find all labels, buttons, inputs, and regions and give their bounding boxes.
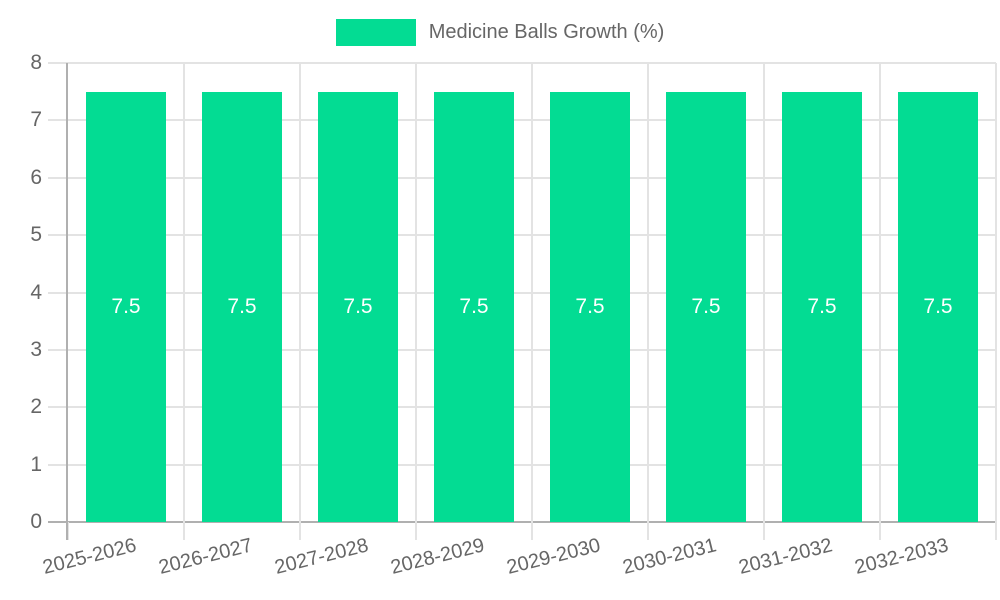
grid-line-horizontal — [48, 463, 996, 466]
y-axis-tick-label: 7 — [30, 108, 42, 132]
grid-line-vertical — [415, 63, 417, 522]
grid-line-vertical — [879, 63, 881, 522]
x-axis-tick — [299, 522, 301, 540]
y-axis-tick-label: 5 — [30, 223, 42, 247]
y-axis-line — [66, 63, 68, 540]
legend-item[interactable]: Medicine Balls Growth (%) — [0, 19, 1000, 46]
grid-line-horizontal — [48, 234, 996, 237]
y-axis-tick-label: 0 — [30, 510, 42, 533]
y-axis-tick-label: 8 — [30, 51, 42, 74]
grid-line-horizontal — [48, 62, 996, 64]
legend-swatch — [335, 19, 416, 46]
y-axis-tick-label: 3 — [30, 337, 42, 361]
grid-line-vertical — [763, 63, 765, 522]
grid-line-horizontal — [48, 119, 996, 122]
x-axis-tick — [67, 522, 69, 540]
bar[interactable] — [318, 91, 398, 522]
bar[interactable] — [86, 91, 166, 522]
bar[interactable] — [202, 91, 282, 522]
x-axis-tick — [531, 522, 533, 540]
bar-value-label: 7.5 — [343, 294, 373, 318]
grid-line-horizontal — [48, 291, 996, 294]
x-axis-tick — [879, 522, 881, 540]
bar[interactable] — [434, 91, 514, 522]
bar[interactable] — [666, 91, 746, 522]
bar-value-label: 7.5 — [111, 294, 141, 318]
grid-line-vertical — [647, 63, 649, 522]
grid-line-vertical — [995, 63, 997, 522]
x-axis-tick — [183, 522, 185, 540]
y-axis-tick-label: 6 — [30, 165, 42, 189]
x-axis-tick — [647, 522, 649, 540]
grid-line-horizontal — [48, 176, 996, 179]
x-axis-tick — [763, 522, 765, 540]
bar-value-label: 7.5 — [459, 294, 489, 318]
x-axis-tick — [995, 522, 997, 540]
bar-value-label: 7.5 — [227, 294, 257, 318]
grid-line-vertical — [183, 63, 185, 522]
bar-value-label: 7.5 — [575, 294, 605, 318]
bar[interactable] — [550, 91, 630, 522]
legend-label: Medicine Balls Growth (%) — [428, 21, 665, 43]
grid-line-horizontal — [48, 406, 996, 409]
grid-line-horizontal — [48, 348, 996, 351]
y-axis-tick-label: 2 — [30, 395, 42, 419]
x-axis-line — [48, 521, 996, 523]
bar-value-label: 7.5 — [923, 294, 953, 318]
bar[interactable] — [898, 91, 978, 522]
y-axis-tick-label: 1 — [30, 452, 42, 476]
bar-value-label: 7.5 — [807, 294, 837, 318]
grid-line-vertical — [299, 63, 301, 522]
bar[interactable] — [782, 91, 862, 522]
x-axis-tick — [415, 522, 417, 540]
y-axis-tick-label: 4 — [30, 280, 42, 304]
bar-value-label: 7.5 — [691, 294, 721, 318]
grid-line-vertical — [531, 63, 533, 522]
